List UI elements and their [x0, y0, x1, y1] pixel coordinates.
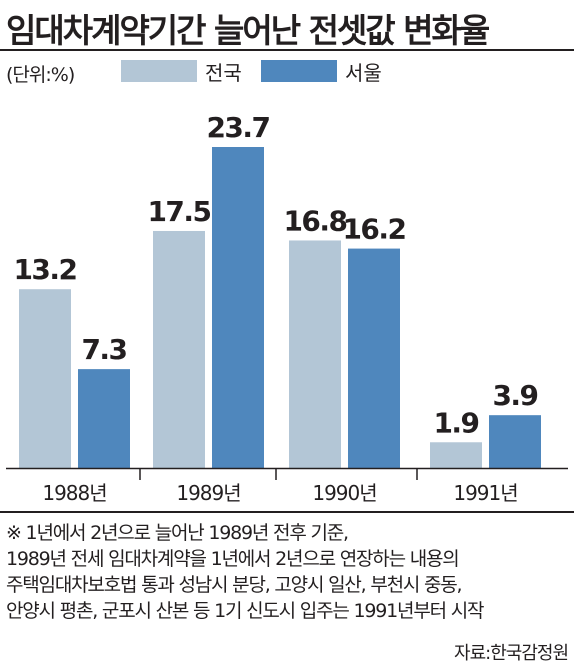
legend-swatch-nation — [121, 60, 197, 82]
footnote-line: ※ 1년에서 2년으로 늘어난 1989년 전후 기준, — [6, 522, 349, 544]
x-tick-label: 1991년 — [453, 481, 517, 505]
data-label: 13.2 — [13, 253, 76, 286]
x-tick-label: 1989년 — [176, 481, 240, 505]
data-label: 1.9 — [433, 406, 478, 439]
bar-nation — [289, 240, 341, 468]
source-label: 자료:한국감정원 — [454, 643, 569, 664]
bar-seoul — [489, 415, 541, 468]
legend-item-nation: 전국 — [121, 58, 242, 85]
legend-label-seoul: 서울 — [345, 60, 382, 85]
bar-nation — [430, 442, 482, 468]
data-label: 23.7 — [206, 111, 269, 144]
bar-seoul — [348, 248, 400, 468]
data-label: 17.5 — [147, 195, 210, 228]
legend-item-seoul: 서울 — [261, 58, 382, 85]
bar-seoul — [212, 147, 264, 468]
bar-chart: 13.2 7.3 1988년 17.5 23.7 1989년 16.816.2 1990년 1.… — [6, 111, 568, 505]
title-rule — [0, 49, 574, 51]
x-tick-label: 1988년 — [42, 481, 106, 505]
chart-title: 임대차계약기간 늘어난 전셋값 변화율 — [6, 11, 490, 50]
data-label: 7.3 — [81, 333, 126, 366]
footnote-line: 주택임대차보호법 통과 성남시 분당, 고양시 일산, 부천시 중동, — [6, 574, 463, 596]
data-label: 3.9 — [492, 379, 537, 412]
bar-seoul — [78, 369, 130, 468]
bar-nation — [153, 230, 205, 468]
unit-label: (단위:%) — [6, 64, 75, 86]
footnote-line: 1989년 전세 임대차계약을 1년에서 2년으로 연장하는 내용의 — [6, 548, 460, 570]
legend-swatch-seoul — [261, 60, 337, 82]
data-label: 16.8 — [283, 204, 346, 237]
footnote-line: 안양시 평촌, 군포시 산본 등 1기 신도시 입주는 1991년부터 시작 — [6, 600, 484, 622]
data-label: 16.2 — [342, 213, 405, 246]
legend-label-nation: 전국 — [205, 60, 242, 85]
footnotes: ※ 1년에서 2년으로 늘어난 1989년 전후 기준, 1989년 전세 임대… — [6, 520, 572, 624]
notes-rule — [0, 511, 574, 513]
x-tick-label: 1990년 — [312, 481, 376, 505]
bar-nation — [19, 289, 71, 468]
